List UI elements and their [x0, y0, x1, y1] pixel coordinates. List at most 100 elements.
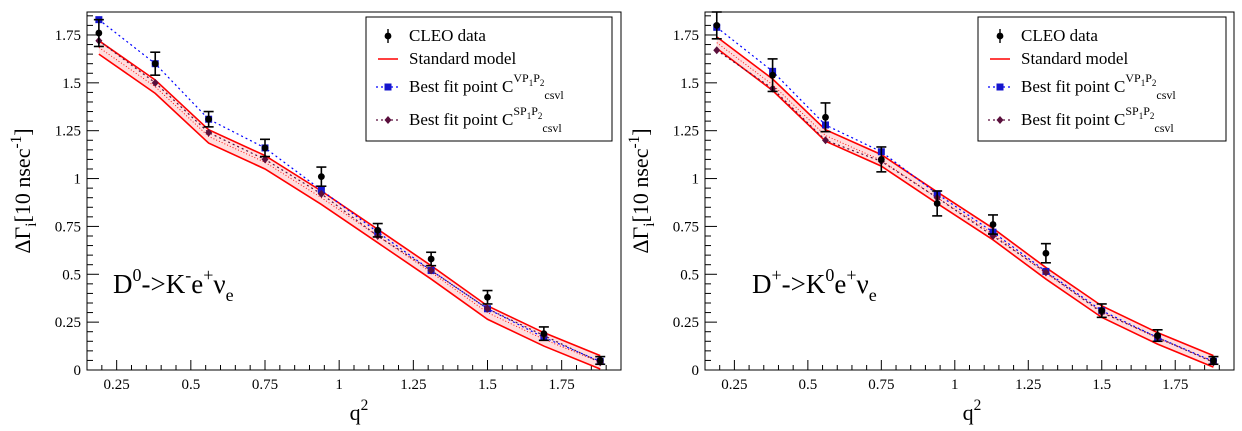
legend-label-text: Best fit point C — [409, 77, 513, 96]
legend-label: Standard model — [409, 49, 516, 68]
y-axis-title-units-sup: -1 — [626, 136, 643, 149]
x-axis-title-base: q — [350, 400, 361, 425]
legend-vp-marker — [384, 83, 392, 91]
decay-annotation-sup: + — [772, 265, 782, 285]
legend-label: Best fit point CSP1P2csvl — [1021, 104, 1174, 135]
y-tick-label: 1.5 — [680, 76, 699, 92]
y-axis-title-base: ΔΓ — [10, 226, 35, 253]
decay-annotation-sup: + — [846, 265, 856, 285]
sm-band-lower-edge — [716, 47, 1214, 368]
y-tick-label: 0.75 — [55, 219, 81, 235]
data-point — [596, 357, 604, 364]
sm-uncertainty-band — [98, 40, 601, 370]
data-point — [484, 293, 491, 301]
data-point — [1154, 332, 1161, 339]
legend-label-text: CLEO data — [409, 26, 486, 45]
x-tick-label: 1 — [335, 377, 343, 393]
legend-label-supsub: 1 — [1139, 111, 1144, 121]
legend-label-supsub: 1 — [527, 111, 532, 121]
legend-label-sup2: P — [533, 71, 540, 85]
chart-left-d0: 0.25 0.5 0.75 1 1.25 1.5 1.75 0 0.25 0.5 0.75 1 1.25… — [8, 11, 622, 425]
decay-annotation-sup: 0 — [133, 265, 142, 285]
sp-fit-point — [484, 304, 491, 313]
decay-annotation-sub: e — [226, 285, 234, 305]
legend-box — [977, 16, 1227, 142]
x-tick-label: 1.75 — [549, 377, 575, 393]
y-axis-title-units: [10 nsec — [10, 148, 35, 222]
legend-label: Best fit point CVP1P2csvl — [1021, 71, 1176, 102]
y-tick-label: 0.5 — [680, 267, 699, 283]
decay-annotation-part: e — [834, 269, 846, 299]
y-tick-label: 0 — [74, 363, 82, 379]
data-point — [151, 60, 159, 68]
decay-annotation-part: ν — [857, 269, 869, 299]
decay-annotation-part: D — [752, 269, 772, 299]
legend-label-sup2: P — [1143, 104, 1150, 118]
legend-vp-marker — [996, 83, 1004, 91]
sp-fit-point — [1042, 268, 1050, 277]
y-tick-label: 1.25 — [55, 124, 81, 140]
y-tick-label: 1 — [692, 172, 700, 188]
x-tick-label: 0.5 — [181, 377, 200, 393]
y-tick-label: 0.25 — [673, 315, 699, 331]
y-axis-title: ΔΓi[10 nsec-1] — [626, 128, 658, 253]
sp-fit-line — [716, 49, 1214, 363]
decay-annotation-sup: 0 — [825, 265, 834, 285]
y-axis-title-sub: i — [641, 222, 658, 226]
legend-label-text: Standard model — [1021, 49, 1128, 68]
data-point — [877, 156, 885, 163]
decay-annotation-part: e — [191, 269, 203, 299]
x-tick-label: 0.25 — [104, 377, 130, 393]
legend-label: Best fit point CSP1P2csvl — [409, 104, 562, 135]
legend-label-sup: VP — [1125, 71, 1141, 85]
x-axis-title-sup: 2 — [361, 397, 369, 414]
legend-label-supsub2: 2 — [540, 78, 545, 88]
chart-right-dplus: 0.25 0.5 0.75 1 1.25 1.5 1.75 0 0.25 0.5 0.75 1 1.25… — [626, 11, 1235, 425]
sp-fit-point — [317, 189, 325, 198]
y-tick-label: 0.75 — [673, 219, 699, 235]
legend-sp-marker — [384, 116, 392, 124]
sp-fit-line — [98, 40, 601, 363]
y-axis-title-base: ΔΓ — [628, 226, 653, 253]
legend-label-sub: csvl — [1156, 88, 1176, 102]
y-axis-title: ΔΓi[10 nsec-1] — [8, 128, 40, 253]
data-point — [933, 200, 941, 207]
y-tick-label: 1.75 — [55, 28, 81, 44]
y-tick-label: 1.5 — [62, 76, 81, 92]
x-tick-label: 1.25 — [400, 377, 426, 393]
data-point — [822, 113, 829, 121]
x-axis-title-base: q — [963, 400, 974, 425]
y-axis-title-sub: i — [23, 222, 40, 226]
y-axis-title-units: [10 nsec — [628, 148, 653, 222]
data-point — [1210, 357, 1217, 364]
legend-label-sup2: P — [1145, 71, 1152, 85]
legend-label-sub: csvl — [542, 121, 562, 135]
x-tick-label: 1.5 — [478, 377, 497, 393]
y-tick-label: 0.25 — [55, 315, 81, 331]
legend-label-text: Best fit point C — [1021, 110, 1125, 129]
legend-label: CLEO data — [409, 26, 486, 45]
x-axis-title: q2 — [350, 397, 369, 425]
data-point — [989, 221, 997, 228]
sm-band-lower-edge — [98, 53, 601, 370]
data-point — [1098, 307, 1106, 315]
legend-label-sub: csvl — [544, 88, 564, 102]
data-point — [205, 115, 213, 123]
data-point — [427, 255, 435, 263]
decay-annotation-part: ->K — [782, 269, 826, 299]
decay-annotation-sup: - — [185, 265, 191, 285]
sm-central-line — [98, 47, 601, 363]
y-tick-label: 1 — [74, 172, 82, 188]
x-tick-label: 0.5 — [798, 377, 817, 393]
x-axis-title-sup: 2 — [974, 397, 982, 414]
data-point — [713, 22, 721, 29]
legend-label-supsub2: 2 — [1152, 78, 1157, 88]
legend-label-text: CLEO data — [1021, 26, 1098, 45]
sm-band-upper-edge — [716, 36, 1214, 357]
data-point — [317, 173, 325, 181]
sp-fit-point — [151, 78, 159, 87]
legend-label-text: Standard model — [409, 49, 516, 68]
decay-annotation-part: D — [113, 269, 133, 299]
x-tick-label: 1 — [951, 377, 959, 393]
